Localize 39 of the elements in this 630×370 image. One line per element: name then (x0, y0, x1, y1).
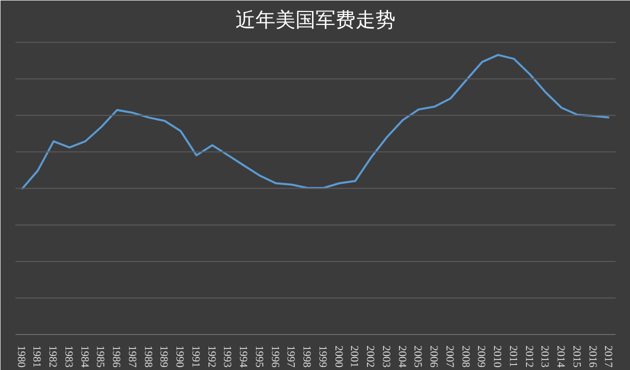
x-tick-label: 1989 (158, 346, 170, 368)
x-tick-label: 1996 (268, 346, 281, 368)
x-tick-label: 2005 (412, 346, 424, 368)
x-tick-label: 1988 (142, 346, 154, 368)
x-tick-label: 1995 (252, 346, 265, 368)
x-tick-label: 2000 (332, 346, 344, 368)
x-tick-label: 2013 (538, 346, 551, 368)
x-tick-label: 2009 (475, 346, 488, 368)
x-tick-label: 1987 (126, 346, 138, 368)
x-tick-label: 1984 (78, 346, 90, 368)
x-tick-label: 1982 (46, 346, 59, 368)
x-tick-label: 2011 (506, 346, 519, 368)
x-tick-label: 2001 (348, 346, 360, 368)
x-tick-label: 1990 (174, 346, 186, 368)
x-tick-label: 1981 (30, 346, 43, 368)
x-tick-label: 2006 (428, 346, 440, 368)
x-tick-label: 2008 (459, 346, 472, 368)
x-tick-label: 1991 (189, 346, 202, 368)
x-tick-label: 2003 (380, 346, 392, 368)
x-tick-label: 2014 (554, 346, 567, 368)
x-tick-label: 2007 (443, 346, 456, 368)
x-tick-label: 1983 (62, 346, 74, 368)
x-tick-label: 1985 (94, 346, 106, 368)
x-tick-label: 2010 (491, 346, 504, 368)
x-tick-label: 1980 (14, 346, 27, 368)
x-tick-label: 2015 (570, 346, 582, 368)
x-tick-label: 2002 (364, 346, 376, 368)
x-tick-label: 1986 (110, 346, 122, 368)
x-tick-label: 2004 (396, 346, 408, 368)
x-tick-label: 2016 (586, 346, 598, 368)
x-tick-label: 1992 (205, 346, 218, 368)
x-tick-label: 1999 (316, 346, 328, 368)
x-tick-label: 1994 (237, 346, 250, 368)
x-tick-label: 2017 (602, 346, 614, 368)
x-tick-label: 1993 (221, 346, 234, 368)
x-tick-label: 2012 (522, 346, 535, 368)
x-tick-label: 1998 (300, 346, 313, 368)
x-tick-label: 1997 (284, 346, 297, 368)
chart-title: 近年美国军费走势 (236, 8, 396, 32)
